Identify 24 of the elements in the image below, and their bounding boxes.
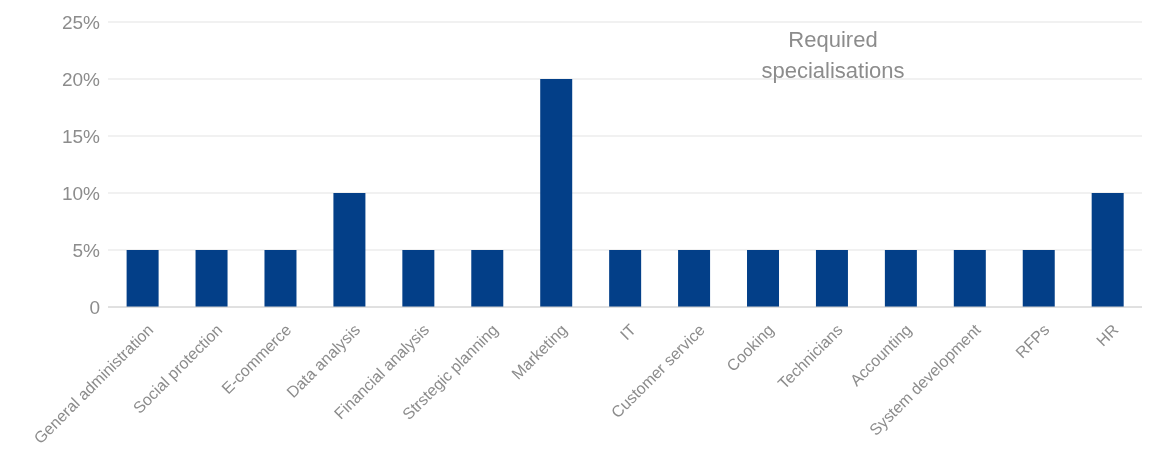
y-tick-label: 5%	[72, 239, 101, 261]
y-tick-label: 10%	[61, 182, 101, 204]
bar	[884, 250, 917, 307]
y-tick-label: 25%	[61, 11, 101, 33]
bar	[126, 250, 159, 307]
bar	[1091, 193, 1124, 307]
bar	[609, 250, 642, 307]
bar	[333, 193, 366, 307]
bar	[264, 250, 297, 307]
bar	[195, 250, 228, 307]
x-tick-label: IT	[616, 320, 640, 344]
y-tick-label: 0	[89, 296, 100, 318]
bar	[540, 79, 573, 307]
bar	[747, 250, 780, 307]
bar	[678, 250, 711, 307]
bar	[953, 250, 986, 307]
x-tick-label: HR	[1093, 321, 1122, 350]
bar	[402, 250, 435, 307]
bar	[1022, 250, 1055, 307]
y-tick-label: 15%	[61, 125, 101, 147]
y-tick-label: 20%	[61, 68, 101, 90]
text: Required specialisations	[760, 26, 906, 85]
bar	[815, 250, 848, 307]
bar	[471, 250, 504, 307]
